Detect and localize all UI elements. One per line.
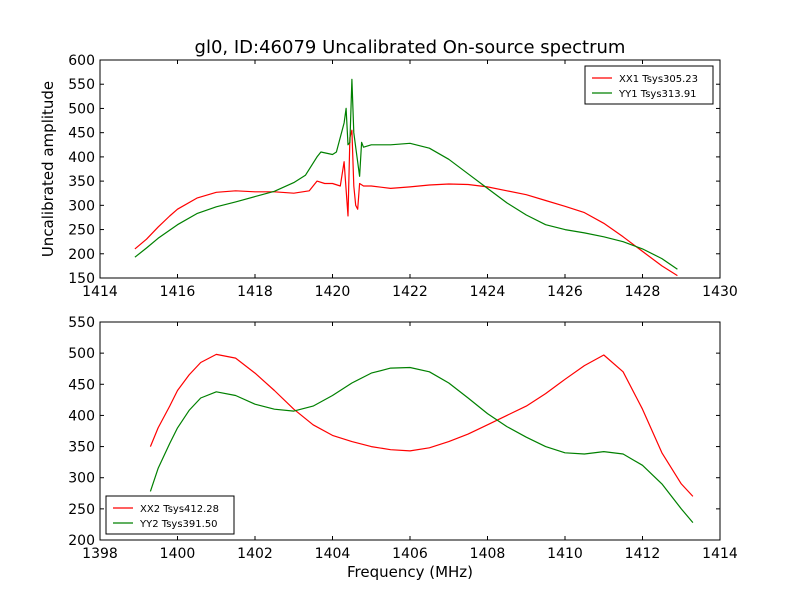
top-x-tick-label: 1416: [160, 284, 196, 300]
top-legend-box: [584, 65, 714, 105]
bottom-x-tick-label: 1402: [237, 546, 273, 562]
top-x-tick-label: 1424: [470, 284, 506, 300]
bottom-x-tick-label: 1400: [160, 546, 196, 562]
top-series-line-2: [134, 78, 678, 270]
top-legend-label: YY1 Tsys313.91: [618, 89, 697, 100]
top-x-tick-label: 1420: [315, 284, 351, 300]
top-legend-label: XX1 Tsys305.23: [619, 74, 698, 85]
top-x-tick-label: 1418: [237, 284, 273, 300]
bottom-series-line-2: [149, 366, 694, 523]
bottom-legend-box: [105, 495, 235, 535]
top-y-tick-label: 550: [68, 77, 95, 93]
top-y-tick-label: 150: [68, 271, 95, 287]
bottom-legend-label: YY2 Tsys391.50: [139, 519, 218, 530]
top-legend: XX1 Tsys305.23 YY1 Tsys313.91: [584, 65, 714, 105]
top-y-axis-label: Uncalibrated amplitude: [39, 81, 57, 257]
bottom-y-tick-label: 400: [68, 408, 95, 424]
bottom-y-tick-label: 350: [68, 440, 95, 456]
top-spectrum-plot: 1414 1416 1418 1420 1422 1424 1426 1428 1430 150 2…: [39, 53, 738, 300]
top-x-tick-label: 1426: [547, 284, 583, 300]
top-y-tick-label: 200: [68, 247, 95, 263]
bottom-x-tick-label: 1414: [702, 546, 738, 562]
bottom-y-tick-label: 300: [68, 471, 95, 487]
top-x-tick-label: 1430: [702, 284, 738, 300]
figure-title: gl0, ID:46079 Uncalibrated On-source spe…: [195, 37, 626, 58]
bottom-x-tick-label: 1412: [625, 546, 661, 562]
top-x-tick-label: 1414: [82, 284, 118, 300]
top-x-tick-label: 1422: [392, 284, 428, 300]
bottom-y-tick-label: 500: [68, 346, 95, 362]
figure-xlabel: Frequency (MHz): [347, 563, 473, 581]
top-y-tick-label: 250: [68, 223, 95, 239]
bottom-x-tick-label: 1398: [82, 546, 118, 562]
top-y-tick-label: 400: [68, 150, 95, 166]
bottom-x-tick-label: 1408: [470, 546, 506, 562]
top-y-tick-label: 450: [68, 126, 95, 142]
bottom-x-tick-label: 1406: [392, 546, 428, 562]
top-series-line-1: [134, 129, 678, 277]
bottom-y-tick-label: 450: [68, 377, 95, 393]
top-x-tick-label: 1428: [625, 284, 661, 300]
bottom-series-line-1: [149, 353, 694, 497]
bottom-legend-label: XX2 Tsys412.28: [140, 504, 219, 515]
bottom-legend: XX2 Tsys412.28 YY2 Tsys391.50: [105, 495, 235, 535]
bottom-spectrum-plot: 1398 1400 1402 1404 1406 1408 1410 1412 1414 200 2…: [68, 315, 738, 562]
top-y-tick-label: 300: [68, 198, 95, 214]
top-y-tick-label: 500: [68, 101, 95, 117]
bottom-y-tick-label: 550: [68, 315, 95, 331]
top-y-tick-label: 350: [68, 174, 95, 190]
top-y-tick-label: 600: [68, 53, 95, 69]
bottom-x-tick-label: 1410: [547, 546, 583, 562]
bottom-y-tick-label: 200: [68, 533, 95, 549]
bottom-y-tick-label: 250: [68, 502, 95, 518]
bottom-x-tick-label: 1404: [315, 546, 351, 562]
